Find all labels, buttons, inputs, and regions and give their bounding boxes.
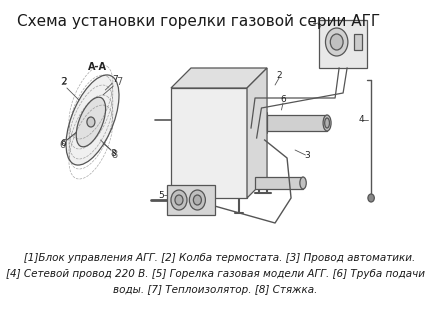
Text: 1: 1 <box>312 18 318 26</box>
Circle shape <box>175 195 183 205</box>
Circle shape <box>326 28 348 56</box>
Text: воды. [7] Теплоизолятор. [8] Стяжка.: воды. [7] Теплоизолятор. [8] Стяжка. <box>113 285 317 295</box>
Text: 2: 2 <box>276 70 282 79</box>
Text: 6: 6 <box>61 138 67 147</box>
Circle shape <box>189 190 206 210</box>
Ellipse shape <box>325 118 329 128</box>
Circle shape <box>330 34 343 50</box>
Polygon shape <box>171 88 247 198</box>
Text: [4] Сетевой провод 220 В. [5] Горелка газовая модели АГГ. [6] Труба подачи: [4] Сетевой провод 220 В. [5] Горелка га… <box>6 269 424 279</box>
Text: Схема установки горелки газовой серии АГГ: Схема установки горелки газовой серии АГ… <box>18 14 381 29</box>
Text: 8: 8 <box>111 149 116 158</box>
Text: 2: 2 <box>61 78 67 86</box>
Polygon shape <box>167 185 215 215</box>
Ellipse shape <box>76 97 106 147</box>
Polygon shape <box>267 115 327 131</box>
Circle shape <box>87 117 95 127</box>
Text: 6: 6 <box>280 95 286 105</box>
Text: 5: 5 <box>159 190 164 199</box>
Circle shape <box>194 195 201 205</box>
Text: 3: 3 <box>304 151 310 160</box>
Polygon shape <box>255 177 303 189</box>
Ellipse shape <box>323 115 331 131</box>
Text: 8: 8 <box>112 150 118 160</box>
Text: 7: 7 <box>112 76 118 85</box>
Bar <box>354 34 362 50</box>
Ellipse shape <box>66 75 119 165</box>
Ellipse shape <box>300 177 306 189</box>
Text: А-А: А-А <box>88 62 107 72</box>
Polygon shape <box>171 68 267 88</box>
Polygon shape <box>247 68 267 198</box>
Text: 7: 7 <box>116 77 122 87</box>
Circle shape <box>368 194 375 202</box>
Text: 6: 6 <box>60 140 66 150</box>
Text: [1]Блок управления АГГ. [2] Колба термостата. [3] Провод автоматики.: [1]Блок управления АГГ. [2] Колба термос… <box>14 253 416 263</box>
Bar <box>319 20 367 68</box>
Text: 2: 2 <box>60 77 66 87</box>
Circle shape <box>171 190 187 210</box>
Text: 4: 4 <box>359 115 364 124</box>
